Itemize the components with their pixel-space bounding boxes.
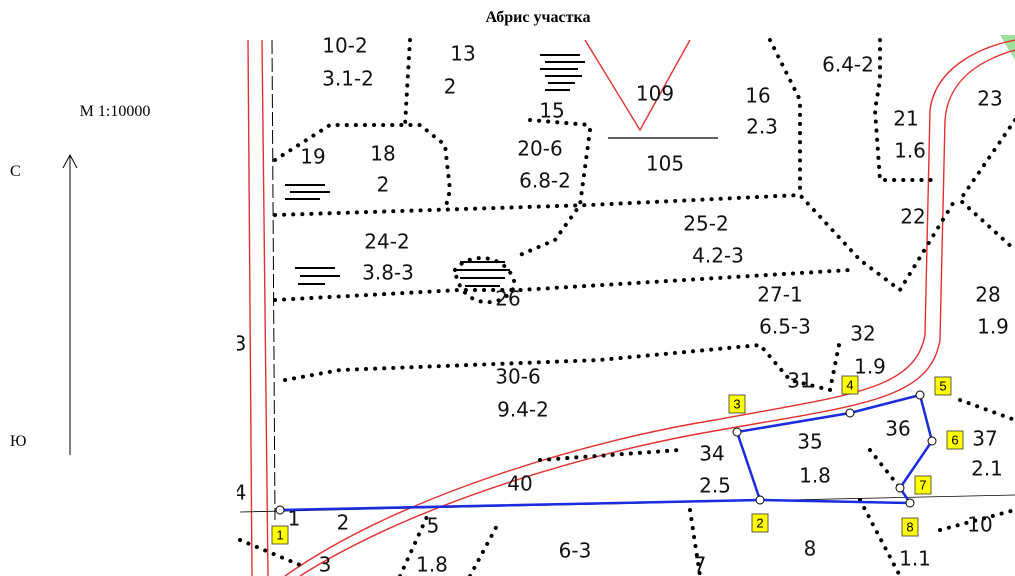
map-label: 1.1 xyxy=(899,547,931,571)
compartment-lines xyxy=(238,38,1015,576)
map-label: 3 xyxy=(319,553,332,576)
map-label: 19 xyxy=(300,145,325,169)
hatching xyxy=(285,54,718,287)
map-label: 28 xyxy=(975,283,1000,307)
map-label: 13 xyxy=(450,42,475,66)
map-label: 10-2 xyxy=(322,34,367,58)
vertex-label: 7 xyxy=(919,477,926,492)
map-label: 3.1-2 xyxy=(322,67,374,91)
map-label: 21 xyxy=(893,107,918,131)
vertex xyxy=(845,408,855,418)
vertex-label: 8 xyxy=(906,519,913,534)
map-label: 32 xyxy=(850,322,875,346)
map-label: 34 xyxy=(699,442,724,466)
map-label: 37 xyxy=(972,427,997,451)
vertex xyxy=(927,436,937,446)
vertex-box xyxy=(914,475,932,495)
map-label: 2 xyxy=(377,173,390,197)
map-label: 27-1 xyxy=(757,283,802,307)
map-label: 24-2 xyxy=(364,230,409,254)
map-label: 6.4-2 xyxy=(822,53,874,77)
vertex-box xyxy=(901,517,919,537)
vertex xyxy=(275,505,285,515)
map-label: 18 xyxy=(370,142,395,166)
map-label: 36 xyxy=(885,417,910,441)
vertex-box xyxy=(271,525,289,545)
vertex-label: 5 xyxy=(939,378,946,393)
map-label: 26 xyxy=(495,287,520,311)
map-label: 3 xyxy=(234,332,247,356)
vertex-label: 6 xyxy=(951,432,958,447)
vertex xyxy=(895,483,905,493)
vertex-box xyxy=(728,394,746,414)
map-label: 10 xyxy=(967,513,992,537)
map-label: 1.6 xyxy=(894,139,926,163)
map-label: 23 xyxy=(977,87,1002,111)
map-label: 2 xyxy=(337,511,350,535)
vertex xyxy=(915,390,925,400)
map-label: 35 xyxy=(797,430,822,454)
map-label: 7 xyxy=(694,553,707,576)
vertex-label: 2 xyxy=(756,515,763,530)
map-label: 4 xyxy=(234,481,247,505)
north-arrow xyxy=(62,153,78,455)
map-label: 15 xyxy=(539,99,564,123)
map-label: 40 xyxy=(507,472,532,496)
vertex xyxy=(732,427,742,437)
vertex-label: 1 xyxy=(276,527,283,542)
map-label: 16 xyxy=(745,84,770,108)
map-label: 1.9 xyxy=(854,355,886,379)
vertex-box xyxy=(841,375,859,395)
map-label: 2.3 xyxy=(746,115,778,139)
map-label: 22 xyxy=(900,205,925,229)
map-label: 8 xyxy=(804,537,817,561)
map-label: 1.8 xyxy=(799,464,831,488)
roads xyxy=(247,39,1015,576)
map-label: 4.2-3 xyxy=(692,244,744,268)
north-label: С xyxy=(10,163,21,180)
map-label: 2.1 xyxy=(971,457,1003,481)
vertex xyxy=(755,495,765,505)
title: Абрис участка xyxy=(486,9,591,26)
map-label: 30-6 xyxy=(495,365,540,389)
scale: М 1:10000 xyxy=(80,103,151,120)
parcel xyxy=(279,393,934,512)
map-label: 6.8-2 xyxy=(519,169,571,193)
vertex-box xyxy=(934,376,952,396)
map-label: 1.9 xyxy=(977,315,1009,339)
vertex-box xyxy=(751,513,769,533)
map-label: 20-6 xyxy=(517,137,562,161)
map-label: 6-3 xyxy=(559,539,592,563)
map-label: 1 xyxy=(288,507,301,531)
vertex-label: 4 xyxy=(846,377,853,392)
map-label: 2 xyxy=(444,75,457,99)
map-label: 31 xyxy=(787,369,812,393)
map-label: 25-2 xyxy=(683,212,728,236)
south-label: Ю xyxy=(10,433,26,450)
map-label: 6.5-3 xyxy=(759,315,811,339)
map-label: 105 xyxy=(646,152,684,176)
map-label: 2.5 xyxy=(699,474,731,498)
map-label: 3.8-3 xyxy=(362,261,414,285)
map-label: 1.8 xyxy=(416,553,448,576)
vertex xyxy=(905,498,915,508)
map-label: 5 xyxy=(427,514,440,538)
vertex-label: 3 xyxy=(733,396,740,411)
green-area xyxy=(1000,35,1015,60)
vertex-box xyxy=(946,430,964,450)
map-label: 9.4-2 xyxy=(497,398,549,422)
map-label: 109 xyxy=(636,82,674,106)
